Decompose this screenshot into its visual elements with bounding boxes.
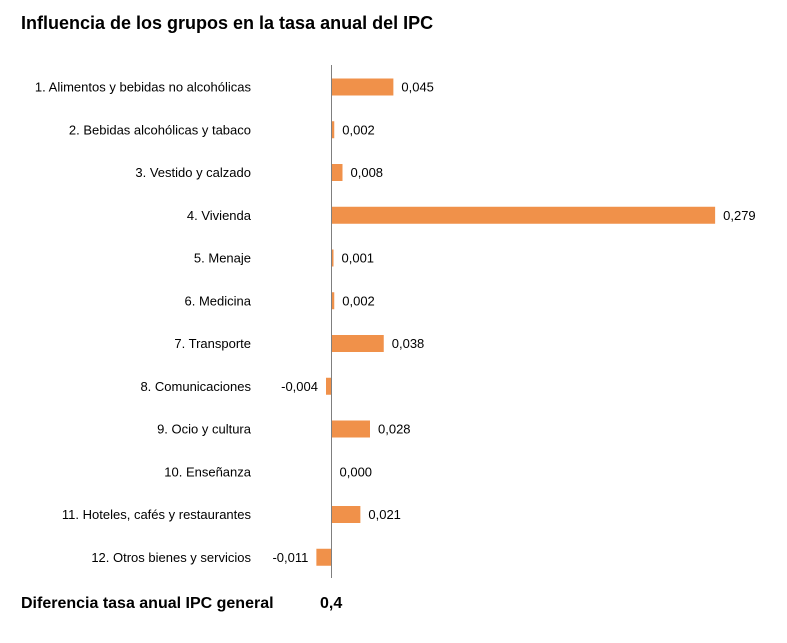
value-label: 0,279: [723, 208, 756, 223]
value-label: 0,021: [368, 507, 401, 522]
bar: [331, 249, 334, 267]
value-label: 0,028: [378, 422, 411, 437]
chart-title: Influencia de los grupos en la tasa anua…: [21, 13, 434, 33]
bar-chart: 1. Alimentos y bebidas no alcohólicas 2. …: [35, 65, 756, 578]
value-label: 0,001: [342, 251, 375, 266]
category-label: 1. Alimentos y bebidas no alcohólicas: [35, 80, 252, 95]
category-label: 9. Ocio y cultura: [157, 422, 252, 437]
category-label: 5. Menaje: [194, 251, 251, 266]
value-label: 0,045: [401, 80, 434, 95]
bar: [331, 78, 394, 96]
value-label: 0,002: [342, 122, 375, 137]
category-label: 12. Otros bienes y servicios: [91, 550, 251, 565]
category-labels: 1. Alimentos y bebidas no alcohólicas 2. …: [35, 80, 252, 565]
bar: [331, 292, 335, 310]
category-label: 7. Transporte: [174, 336, 251, 351]
value-label: 0,008: [351, 165, 384, 180]
bar: [331, 121, 335, 139]
bar: [326, 377, 332, 395]
bar: [331, 335, 384, 352]
category-label: 4. Vivienda: [187, 208, 252, 223]
footer-value: 0,4: [320, 595, 343, 612]
bar: [316, 548, 332, 566]
category-label: 11. Hoteles, cafés y restaurantes: [62, 507, 252, 522]
value-label: 0,000: [340, 464, 373, 479]
category-label: 8. Comunicaciones: [140, 379, 251, 394]
category-label: 2. Bebidas alcohólicas y tabaco: [69, 122, 251, 137]
value-label: 0,002: [342, 293, 375, 308]
category-label: 3. Vestido y calzado: [135, 165, 251, 180]
category-label: 6. Medicina: [185, 293, 252, 308]
bars: [316, 78, 716, 566]
category-label: 10. Enseñanza: [164, 464, 252, 479]
bar: [331, 506, 361, 523]
value-label: -0,011: [272, 550, 308, 565]
bar: [331, 420, 370, 438]
footer-label: Diferencia tasa anual IPC general: [21, 595, 274, 612]
value-labels: 0,045 0,002 0,008 0,279 0,001 0,002 0,038 -0,00…: [272, 80, 755, 565]
value-label: 0,038: [392, 336, 425, 351]
bar: [331, 206, 716, 224]
value-label: -0,004: [281, 379, 318, 394]
bar: [331, 164, 343, 181]
